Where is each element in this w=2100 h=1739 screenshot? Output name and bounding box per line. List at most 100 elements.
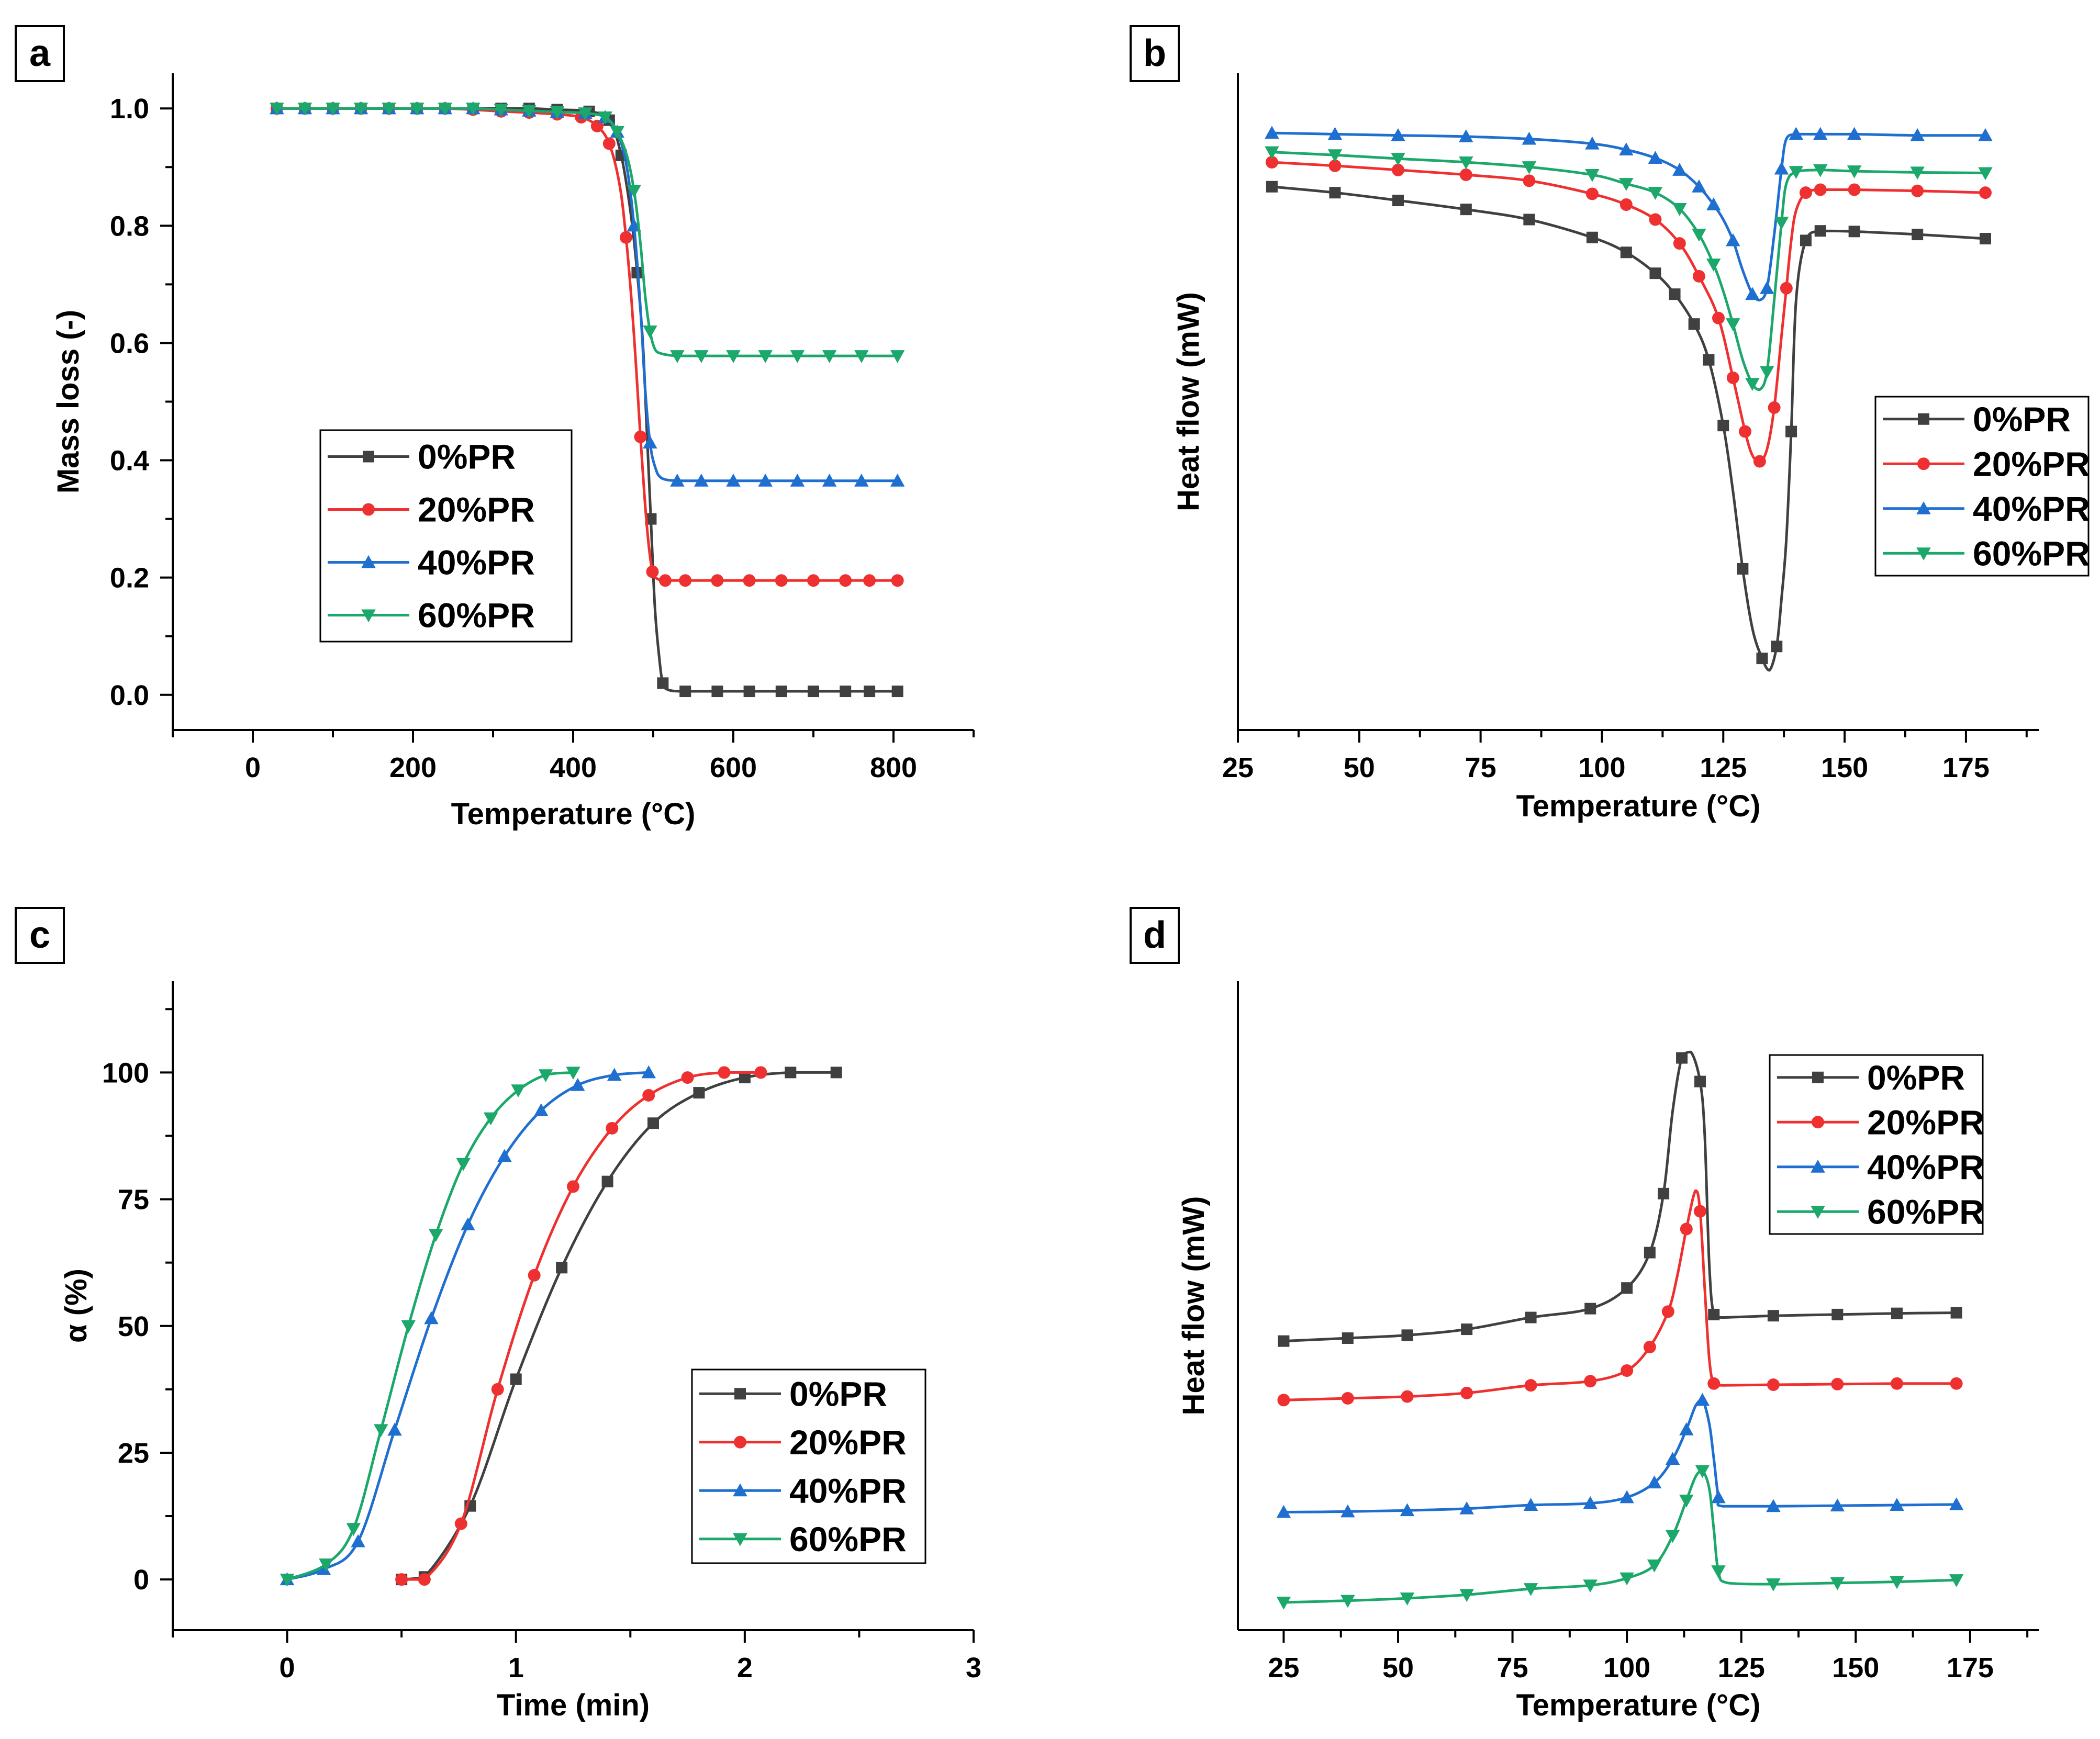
y-tick-label: 0.0 bbox=[110, 680, 149, 711]
data-point bbox=[1949, 1574, 1964, 1587]
data-point bbox=[1524, 1379, 1537, 1392]
legend-item-40%PR: 40%PR bbox=[328, 543, 535, 582]
data-point bbox=[1949, 1497, 1964, 1510]
data-point bbox=[1692, 270, 1705, 283]
data-point bbox=[1672, 203, 1687, 216]
data-point bbox=[1768, 401, 1781, 414]
data-point bbox=[785, 1067, 797, 1079]
data-point bbox=[1708, 1308, 1720, 1320]
data-point bbox=[1753, 455, 1766, 468]
data-point bbox=[1766, 1578, 1781, 1591]
data-point bbox=[353, 103, 368, 116]
data-point bbox=[1328, 159, 1342, 172]
data-point bbox=[1814, 183, 1827, 196]
data-point bbox=[790, 350, 805, 363]
legend-marker bbox=[1811, 1206, 1825, 1219]
data-point bbox=[1585, 136, 1600, 150]
data-point bbox=[1707, 1377, 1721, 1390]
data-point bbox=[758, 350, 773, 363]
data-point bbox=[570, 1078, 585, 1091]
data-point bbox=[775, 686, 787, 698]
data-point bbox=[602, 137, 616, 150]
data-point bbox=[483, 1112, 498, 1126]
data-point bbox=[1459, 156, 1473, 170]
data-point bbox=[1265, 126, 1279, 139]
data-point bbox=[1661, 1305, 1674, 1318]
data-point bbox=[646, 565, 659, 578]
data-point bbox=[1673, 237, 1686, 250]
data-point bbox=[534, 1103, 549, 1117]
x-tick-label: 1 bbox=[508, 1652, 524, 1684]
data-point bbox=[693, 1087, 705, 1099]
data-point bbox=[1847, 127, 1862, 140]
legend-label: 60%PR bbox=[1867, 1192, 1984, 1231]
panel-label: a bbox=[29, 32, 51, 74]
data-point bbox=[1266, 181, 1278, 193]
data-point bbox=[511, 1084, 526, 1098]
data-point bbox=[1767, 1378, 1780, 1392]
x-tick-label: 150 bbox=[1821, 752, 1868, 783]
data-point bbox=[1461, 1323, 1473, 1336]
x-axis-label: Temperature (°C) bbox=[451, 797, 696, 831]
data-point bbox=[1771, 641, 1783, 653]
data-point bbox=[840, 686, 852, 698]
data-point bbox=[466, 103, 481, 116]
data-point bbox=[743, 686, 755, 698]
x-tick-label: 50 bbox=[1344, 752, 1375, 783]
data-point bbox=[679, 574, 692, 587]
y-tick-label: 0.8 bbox=[110, 210, 149, 242]
data-point bbox=[854, 474, 869, 487]
data-point bbox=[491, 1383, 504, 1396]
y-tick-label: 0 bbox=[133, 1564, 149, 1596]
series-line bbox=[276, 107, 898, 483]
legend-item-60%PR: 60%PR bbox=[328, 596, 535, 635]
data-point bbox=[754, 1066, 767, 1079]
y-tick-label: 0.4 bbox=[110, 445, 149, 477]
x-tick-label: 400 bbox=[550, 752, 597, 783]
data-point bbox=[1813, 164, 1828, 177]
legend-item-60%PR: 60%PR bbox=[1777, 1192, 1984, 1231]
data-point bbox=[1706, 197, 1721, 210]
legend-marker bbox=[1812, 1071, 1824, 1083]
data-point bbox=[601, 1175, 613, 1187]
panel-label-box bbox=[15, 25, 65, 82]
legend-marker bbox=[361, 555, 376, 568]
legend-item-60%PR: 60%PR bbox=[1883, 534, 2090, 573]
legend-box bbox=[319, 429, 573, 643]
data-point bbox=[1460, 204, 1472, 216]
data-point bbox=[1695, 1393, 1710, 1406]
data-point bbox=[863, 574, 876, 587]
data-point bbox=[711, 686, 723, 698]
data-point bbox=[1672, 163, 1687, 176]
data-point bbox=[1695, 1465, 1710, 1478]
data-point bbox=[1647, 1560, 1662, 1573]
data-point bbox=[1745, 378, 1760, 391]
data-point bbox=[1910, 128, 1925, 141]
legend-item-40%PR: 40%PR bbox=[1883, 489, 2090, 528]
data-point bbox=[387, 1422, 402, 1436]
data-point bbox=[566, 1067, 580, 1080]
chart-panel-c: c 0 1 2 3 0 25 50 75 100 Time (min) α (%) 0%PR 20%PR 4… bbox=[15, 907, 981, 1722]
legend-label: 40%PR bbox=[418, 543, 535, 582]
data-point bbox=[890, 350, 905, 363]
data-point bbox=[1911, 184, 1924, 197]
series-line bbox=[1271, 151, 1986, 391]
data-point bbox=[1780, 282, 1793, 295]
y-tick-label: 100 bbox=[102, 1057, 149, 1089]
data-point bbox=[428, 1229, 443, 1242]
data-point bbox=[1523, 214, 1535, 226]
data-point bbox=[1585, 169, 1600, 182]
legend-label: 0%PR bbox=[789, 1374, 887, 1413]
data-point bbox=[1401, 1329, 1413, 1341]
data-point bbox=[1583, 1579, 1598, 1593]
x-tick-label: 0 bbox=[245, 752, 261, 783]
legend: 0%PR 20%PR 40%PR 60%PR bbox=[1874, 396, 2090, 577]
series-20%PR bbox=[1277, 1189, 1963, 1407]
legend: 0%PR 20%PR 40%PR 60%PR bbox=[691, 1368, 926, 1564]
data-point bbox=[1620, 246, 1632, 259]
data-point bbox=[1327, 149, 1343, 163]
data-point bbox=[1278, 1335, 1290, 1347]
data-point bbox=[854, 350, 869, 363]
series-line bbox=[1283, 1469, 1957, 1604]
data-point bbox=[643, 326, 657, 339]
